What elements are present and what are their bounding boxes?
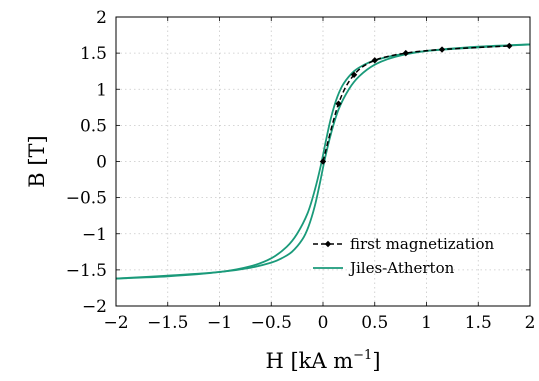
first-magnetization-marker <box>319 158 327 165</box>
y-tick-label: −1 <box>82 225 107 245</box>
first-magnetization-marker <box>438 46 446 53</box>
x-axis-title-exponent: −1 <box>353 348 372 363</box>
jiles-atherton-descending-branch <box>115 43 531 280</box>
x-tick-label: 2 <box>525 313 536 333</box>
plot-lines <box>115 42 531 280</box>
first-magnetization-marker <box>506 42 513 50</box>
first-magnetization-marker <box>350 71 358 78</box>
x-tick-label: 1 <box>421 313 432 333</box>
x-tick-label: 1.5 <box>465 313 492 333</box>
x-axis-title: H [kA m−1] <box>265 348 380 373</box>
first-magnetization-line <box>322 45 510 162</box>
y-tick-label: 1.5 <box>80 44 107 64</box>
x-tick-label: 0.5 <box>361 313 388 333</box>
plot-frame <box>115 16 531 307</box>
y-tick-label: 1 <box>96 80 107 100</box>
y-tick-label: 2 <box>96 8 107 28</box>
first-magnetization-marker <box>335 100 342 107</box>
x-tick-label: −1 <box>207 313 232 333</box>
tick-labels: −2 −1.5 −1 −0.5 0 0.5 1 1.5 2 −2 −1.5 −1 −0.5 0 0.5 1 1.… <box>66 8 536 333</box>
x-tick-label: −1.5 <box>147 313 188 333</box>
x-tick-label: −0.5 <box>251 313 292 333</box>
legend: first magnetization Jiles-Atherton <box>313 235 495 277</box>
x-axis-title-close: ] <box>372 349 380 373</box>
x-tick-label: −2 <box>103 313 128 333</box>
first-magnetization-marker <box>402 49 409 57</box>
legend-label-jiles-atherton: Jiles-Atherton <box>348 259 455 277</box>
y-axis-title: B [T] <box>25 135 49 188</box>
y-tick-label: −1.5 <box>66 261 107 281</box>
x-axis-title-text: H [kA m <box>265 349 353 373</box>
y-tick-label: −0.5 <box>66 189 107 209</box>
y-tick-label: 0.5 <box>80 116 107 136</box>
y-tick-label: 0 <box>96 153 107 173</box>
legend-marker-first-magnetization <box>324 240 332 248</box>
first-magnetization-marker <box>371 57 378 64</box>
x-tick-label: 0 <box>318 313 329 333</box>
y-tick-label: −2 <box>82 297 107 317</box>
legend-label-first-magnetization: first magnetization <box>350 235 495 253</box>
